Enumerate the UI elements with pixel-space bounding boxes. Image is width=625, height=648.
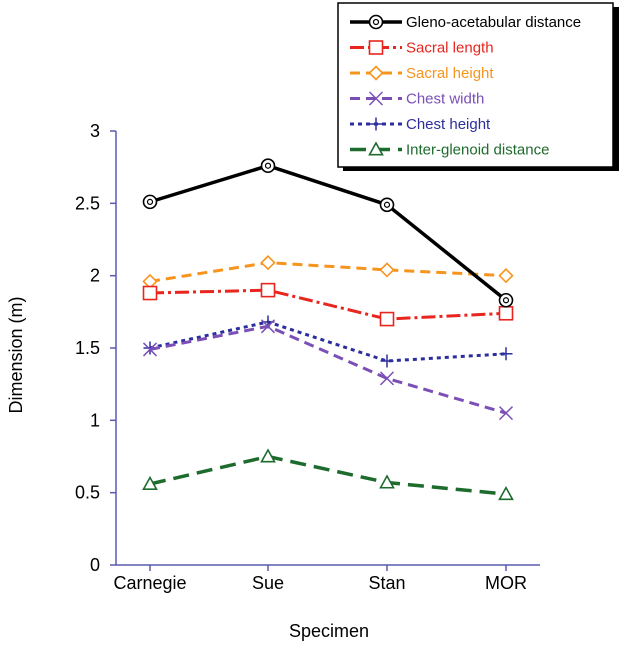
legend: Gleno-acetabular distance Sacral length Sa…: [337, 2, 619, 171]
series-sacral-length: [142, 282, 514, 327]
data-point: [380, 354, 394, 368]
data-point: [142, 194, 158, 210]
legend-marker: [368, 141, 384, 156]
legend-label: Gleno-acetabular distance: [406, 14, 581, 31]
data-point: [498, 268, 514, 284]
legend-marker: [368, 40, 384, 55]
legend-entry: Sacral height: [350, 65, 494, 82]
y-tick-label: 2.5: [75, 193, 100, 213]
data-point: [499, 347, 513, 361]
y-tick-label: 1.5: [75, 338, 100, 358]
data-point: [260, 282, 276, 298]
legend-label: Chest width: [406, 91, 484, 108]
legend-label: Chest height: [406, 116, 491, 133]
legend-entry: Gleno-acetabular distance: [350, 14, 581, 31]
legend-entry: Inter-glenoid distance: [350, 141, 549, 159]
legend-label: Sacral height: [406, 65, 494, 82]
series-gleno-acetabular-distance: [142, 158, 514, 308]
series-line: [149, 288, 507, 321]
data-point: [498, 305, 514, 321]
legend-label: Sacral length: [406, 40, 494, 57]
legend-entry: Sacral length: [350, 40, 494, 57]
data-point: [498, 485, 514, 501]
legend-entry: Chest height: [350, 116, 491, 133]
data-point: [379, 371, 395, 386]
data-point: [260, 255, 276, 271]
series-line: [149, 454, 507, 496]
series-sacral-height: [142, 255, 514, 290]
series-inter-glenoid-distance: [142, 448, 514, 501]
y-axis-title: Dimension (m): [6, 296, 26, 413]
x-axis-title: Specimen: [289, 621, 369, 641]
series-line: [149, 261, 507, 283]
data-point: [379, 262, 395, 278]
legend-marker: [368, 91, 384, 106]
y-tick-label: 1: [90, 410, 100, 430]
legend-label: Inter-glenoid distance: [406, 142, 549, 159]
data-point: [498, 406, 514, 421]
data-point: [498, 292, 514, 308]
series-line: [149, 320, 507, 363]
series-line: [149, 163, 508, 302]
data-point: [142, 285, 158, 301]
x-tick-label: Stan: [368, 573, 405, 593]
data-point: [379, 197, 395, 213]
data-point: [379, 474, 395, 489]
series-chest-width: [142, 319, 514, 421]
x-tick-label: Carnegie: [113, 573, 186, 593]
y-tick-label: 0.5: [75, 483, 100, 503]
data-point: [142, 342, 158, 357]
y-tick-label: 2: [90, 266, 100, 286]
legend-marker: [369, 117, 383, 131]
x-tick-label: MOR: [485, 573, 527, 593]
legend-marker: [368, 14, 384, 30]
series-layer: [142, 158, 514, 501]
data-point: [260, 448, 276, 463]
series-chest-height: [143, 315, 513, 368]
data-point: [260, 158, 276, 174]
y-tick-label: 0: [90, 555, 100, 575]
data-point: [379, 311, 395, 327]
data-point: [142, 475, 158, 490]
legend-entry: Chest width: [350, 91, 484, 108]
data-point: [260, 319, 276, 334]
legend-marker: [368, 65, 384, 81]
legend-box: [337, 2, 614, 168]
x-tick-label: Sue: [252, 573, 284, 593]
axes: 0 0.5 1 1.5 2 2.5 3 Carnegie Sue Stan MOR: [75, 121, 540, 593]
y-tick-label: 3: [90, 121, 100, 141]
series-line: [149, 324, 507, 415]
